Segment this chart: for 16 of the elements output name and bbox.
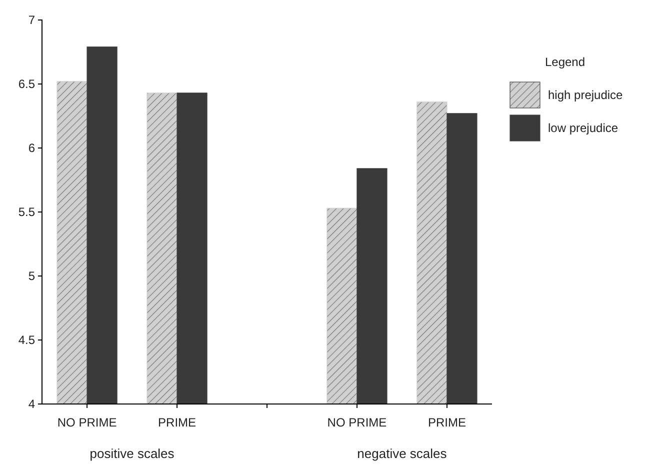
y-tick-label: 6 [28, 140, 36, 155]
x-tick-label: PRIME [428, 416, 466, 430]
y-tick-label: 4.5 [18, 332, 36, 347]
x-tick-label: NO PRIME [327, 416, 387, 430]
legend-label: high prejudice [548, 88, 624, 102]
y-tick-label: 5 [28, 268, 36, 283]
y-tick-label: 6.5 [18, 76, 36, 91]
y-tick-label: 5.5 [18, 204, 36, 219]
x-tick-label: NO PRIME [57, 416, 117, 430]
y-tick-label: 7 [28, 12, 36, 27]
x-tick-label: PRIME [158, 416, 196, 430]
text: negative scales [357, 446, 448, 461]
legend-label: low prejudice [548, 121, 618, 135]
legend-title: Legend [544, 55, 586, 69]
y-tick-label: 4 [28, 396, 36, 411]
text: positive scales [90, 446, 175, 461]
